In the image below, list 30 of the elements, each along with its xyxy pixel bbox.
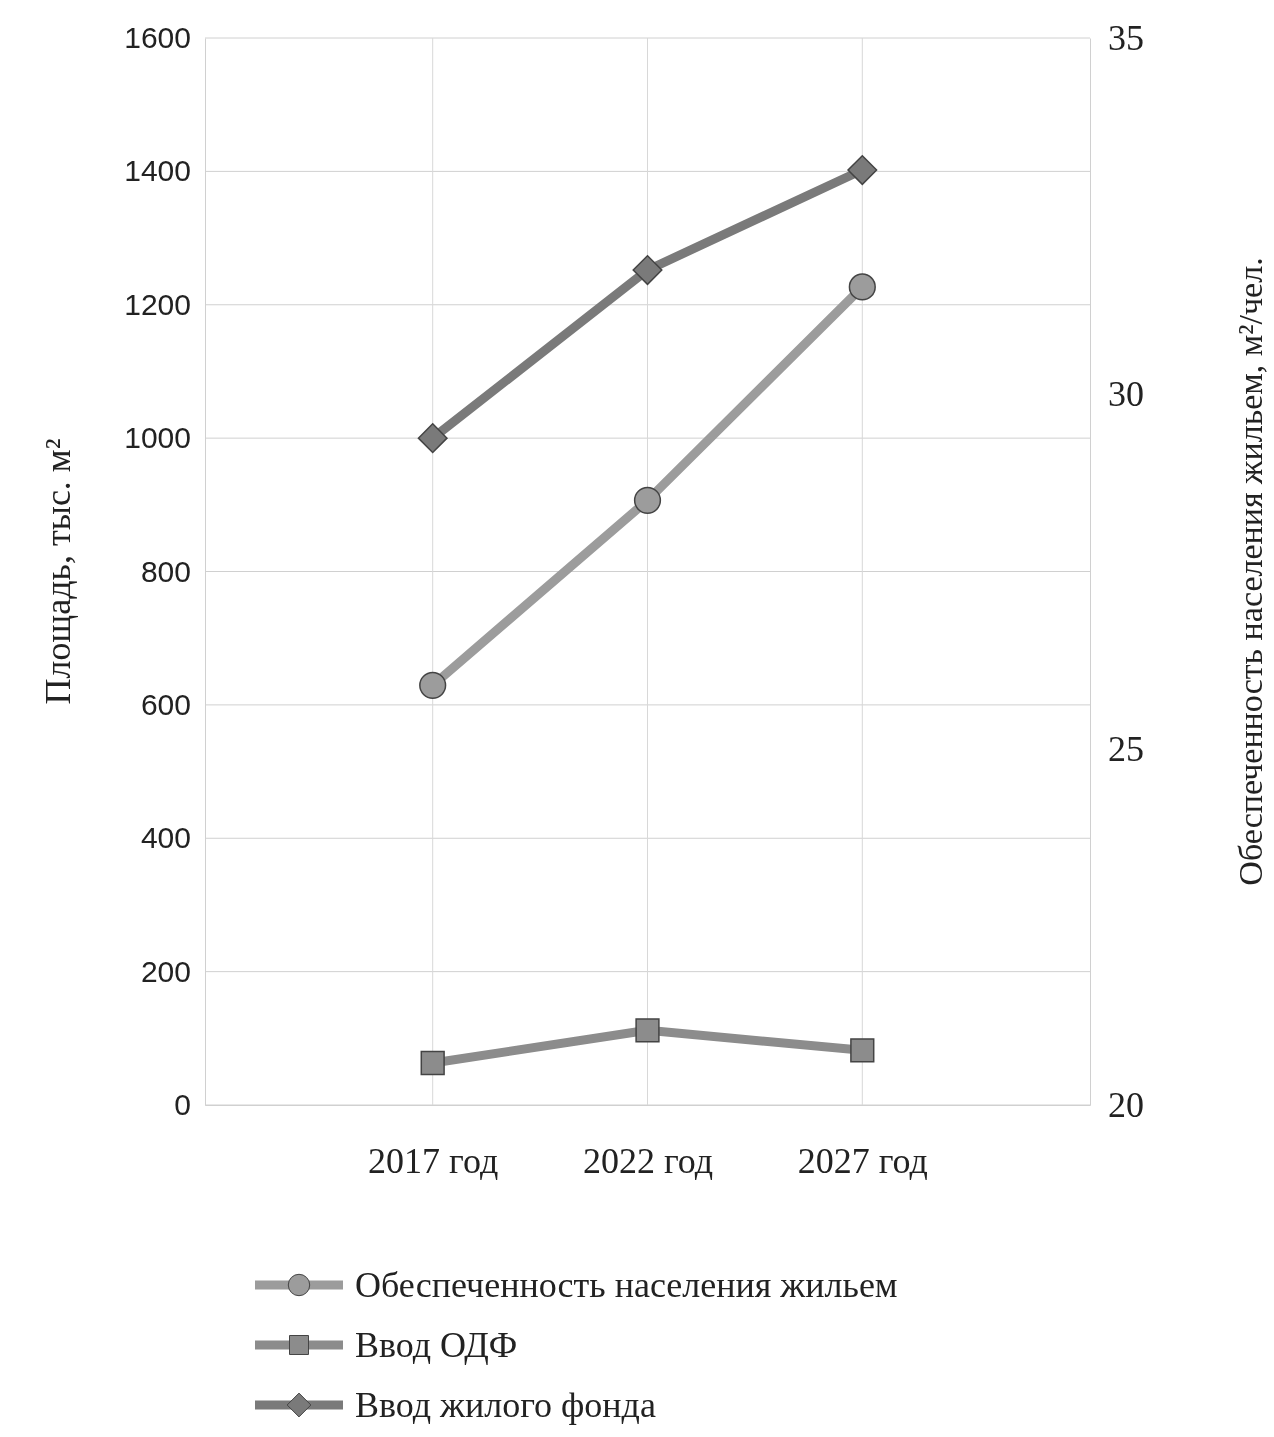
y-tick-label: 400 bbox=[140, 821, 191, 855]
x-tick-label: 2027 год bbox=[797, 1140, 928, 1181]
legend-label: Обеспеченность населения жильем bbox=[355, 1265, 898, 1305]
y2-tick-label: 25 bbox=[1108, 729, 1144, 770]
y-tick-label: 200 bbox=[140, 954, 191, 988]
y2-tick-label: 35 bbox=[1108, 18, 1144, 59]
y-tick-label: 0 bbox=[174, 1088, 191, 1122]
point bbox=[420, 1050, 445, 1076]
y-tick-label: 1200 bbox=[124, 287, 191, 321]
y-tick-label: 1000 bbox=[124, 421, 191, 455]
point bbox=[847, 155, 878, 186]
y-axis-title: Площадь, тыс. м² bbox=[38, 438, 78, 705]
y2-tick-label: 30 bbox=[1108, 373, 1144, 414]
point bbox=[848, 273, 876, 301]
y-tick-label: 800 bbox=[140, 554, 191, 588]
point bbox=[633, 486, 662, 514]
point bbox=[632, 255, 663, 286]
y2-tick-label: 20 bbox=[1108, 1085, 1144, 1126]
point bbox=[850, 1038, 875, 1063]
y-tick-label: 1400 bbox=[124, 154, 191, 188]
point bbox=[635, 1018, 660, 1043]
legend-label: Ввод ОДФ bbox=[355, 1325, 518, 1365]
point bbox=[417, 423, 448, 454]
y-tick-label: 1600 bbox=[124, 21, 191, 55]
y2-axis-title: Обеспеченность населения жильем, м²/чел. bbox=[1232, 257, 1269, 886]
x-tick-label: 2022 год bbox=[582, 1140, 714, 1181]
point bbox=[419, 671, 447, 699]
y-tick-label: 600 bbox=[140, 687, 191, 721]
x-tick-label: 2017 год bbox=[368, 1140, 499, 1181]
legend-label: Ввод жилого фонда bbox=[355, 1385, 656, 1425]
